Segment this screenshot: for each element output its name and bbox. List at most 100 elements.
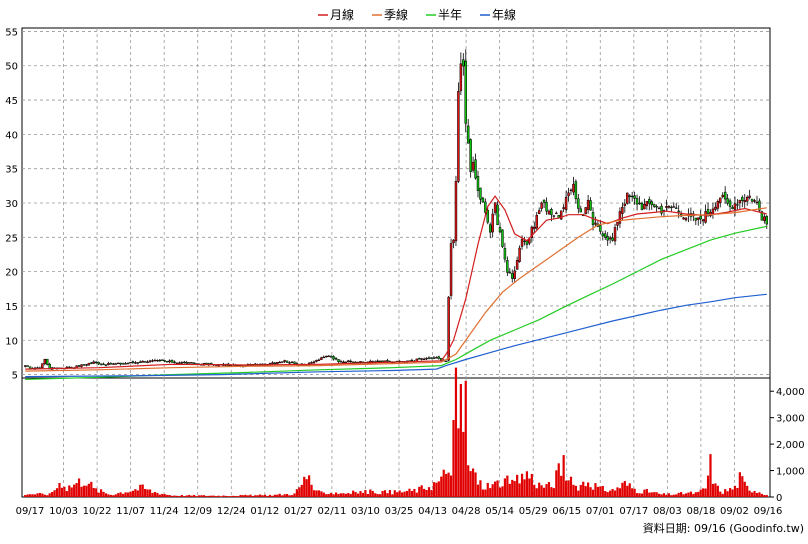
- candle-up: [41, 363, 44, 369]
- volume-bar: [462, 431, 465, 497]
- volume-bar: [175, 495, 179, 497]
- volume-bar: [413, 488, 416, 497]
- candle-down: [498, 227, 502, 233]
- volume-bar: [631, 488, 634, 497]
- candle-down: [99, 363, 103, 365]
- volume-bar: [97, 492, 100, 497]
- candle-up: [586, 199, 590, 210]
- volume-plot-frame: [21, 377, 771, 498]
- volume-bar: [616, 487, 619, 497]
- candle-up: [276, 361, 279, 364]
- candle-down: [386, 360, 389, 362]
- volume-bar: [398, 490, 401, 497]
- candle-up: [107, 362, 110, 366]
- volume-bar: [48, 493, 51, 497]
- candle-up: [704, 211, 707, 223]
- candle-up: [559, 210, 563, 220]
- volume-bar: [361, 492, 365, 497]
- volume-bar: [579, 484, 582, 497]
- candle-up: [540, 202, 543, 209]
- candle-up: [114, 363, 118, 365]
- candle-down: [760, 211, 764, 221]
- price-tick-label: 35: [5, 165, 18, 176]
- candle-down: [638, 202, 641, 205]
- volume-bar: [271, 495, 274, 497]
- volume-bar: [46, 495, 49, 497]
- volume-bar: [158, 494, 161, 497]
- volume-bar: [689, 491, 693, 497]
- candle-up: [748, 195, 751, 198]
- price-tick-label: 20: [5, 268, 18, 279]
- volume-bar: [609, 490, 612, 497]
- volume-bar: [219, 496, 223, 497]
- volume-bar: [538, 482, 541, 497]
- volume-bar: [112, 495, 115, 497]
- volume-bar: [70, 487, 73, 497]
- candle-up: [471, 161, 475, 171]
- volume-bar: [185, 495, 188, 497]
- candle-up: [315, 359, 318, 362]
- volume-bar: [273, 494, 276, 497]
- candle-down: [474, 159, 477, 179]
- volume-bar: [396, 492, 399, 497]
- price-tick-label: 50: [5, 62, 18, 73]
- volume-bar: [386, 493, 389, 497]
- volume-bar: [393, 490, 396, 497]
- volume-bar: [26, 494, 29, 497]
- volume-bar: [660, 494, 663, 497]
- volume-bar: [476, 484, 480, 497]
- candle-down: [378, 360, 382, 363]
- volume-bar: [349, 493, 352, 497]
- volume-bar: [369, 489, 372, 497]
- candle-down: [444, 360, 448, 363]
- candle-up: [665, 206, 668, 208]
- volume-bar: [224, 495, 228, 497]
- volume-bar: [222, 495, 225, 497]
- candle-up: [562, 207, 565, 210]
- candle-down: [579, 208, 583, 213]
- volume-bar: [741, 476, 744, 497]
- volume-bar: [442, 469, 445, 497]
- candle-up: [153, 359, 157, 362]
- volume-bar: [156, 492, 159, 497]
- volume-bar: [542, 487, 546, 497]
- candle-down: [131, 361, 135, 363]
- x-tick-label: 01/12: [250, 506, 279, 517]
- legend-label: 年線: [492, 7, 516, 22]
- candle-down: [741, 197, 744, 201]
- candle-up: [753, 200, 756, 202]
- volume-bar: [190, 495, 193, 497]
- volume-bar: [178, 496, 181, 497]
- volume-bar: [445, 473, 448, 497]
- volume-bar: [763, 495, 766, 497]
- ma-line-季線: [25, 207, 767, 372]
- volume-bar: [697, 491, 700, 497]
- volume-bar: [263, 494, 267, 497]
- volume-bar: [92, 487, 95, 497]
- x-tick-label: 04/13: [418, 506, 447, 517]
- volume-bar: [239, 494, 242, 497]
- ma-line-年線: [25, 293, 767, 378]
- volume-bar: [261, 495, 264, 497]
- volume-bar: [276, 494, 279, 497]
- candle-up: [572, 184, 575, 193]
- volume-bar: [557, 463, 560, 497]
- volume-bar: [359, 491, 362, 497]
- volume-bar: [330, 492, 333, 497]
- candle-up: [616, 221, 619, 226]
- volume-bar: [520, 473, 524, 497]
- candle-down: [334, 358, 338, 360]
- candle-down: [185, 362, 188, 364]
- volume-bar: [459, 384, 462, 497]
- volume-bar: [87, 483, 90, 497]
- volume-tick-label: 4,000: [776, 387, 805, 398]
- candle-up: [701, 219, 705, 222]
- volume-bar: [449, 475, 453, 497]
- volume-bar: [486, 482, 489, 497]
- volume-bar: [638, 493, 641, 497]
- candle-up: [711, 208, 715, 215]
- volume-bar: [305, 479, 308, 497]
- volume-bar: [731, 489, 734, 497]
- volume-bar: [684, 493, 688, 497]
- candle-up: [425, 357, 428, 360]
